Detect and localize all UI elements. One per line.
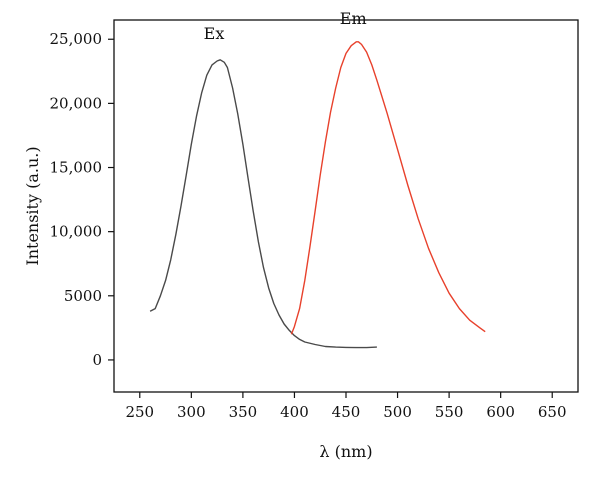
x-tick-label: 250 — [125, 403, 154, 421]
x-tick-label: 300 — [177, 403, 206, 421]
y-axis: 0 5000 10,000 15,000 20,000 25,000 — [50, 30, 114, 369]
series-line-em — [290, 41, 486, 335]
x-tick-label: 500 — [383, 403, 412, 421]
plot-frame — [113, 19, 579, 393]
x-tick-label: 350 — [229, 403, 258, 421]
y-tick-label: 10,000 — [50, 223, 103, 241]
x-tick-label: 450 — [332, 403, 361, 421]
series-label-ex: Ex — [204, 24, 225, 43]
x-axis-title: λ (nm) — [319, 442, 372, 461]
x-tick-label: 400 — [280, 403, 309, 421]
series-labels: Ex Em — [204, 9, 367, 43]
series-group — [149, 41, 486, 349]
y-tick-label: 25,000 — [50, 30, 103, 48]
y-tick-label: 20,000 — [50, 94, 103, 112]
series-label-em: Em — [340, 9, 367, 28]
x-tick-label: 550 — [435, 403, 464, 421]
series-line-ex — [149, 59, 377, 349]
y-tick-label: 15,000 — [50, 159, 103, 177]
y-axis-title: Intensity (a.u.) — [23, 146, 42, 265]
x-axis: 250 300 350 400 450 500 550 600 650 — [125, 392, 567, 421]
y-tick-label: 5000 — [64, 287, 102, 305]
y-tick-label: 0 — [92, 351, 102, 369]
x-tick-label: 600 — [486, 403, 515, 421]
x-tick-label: 650 — [538, 403, 567, 421]
